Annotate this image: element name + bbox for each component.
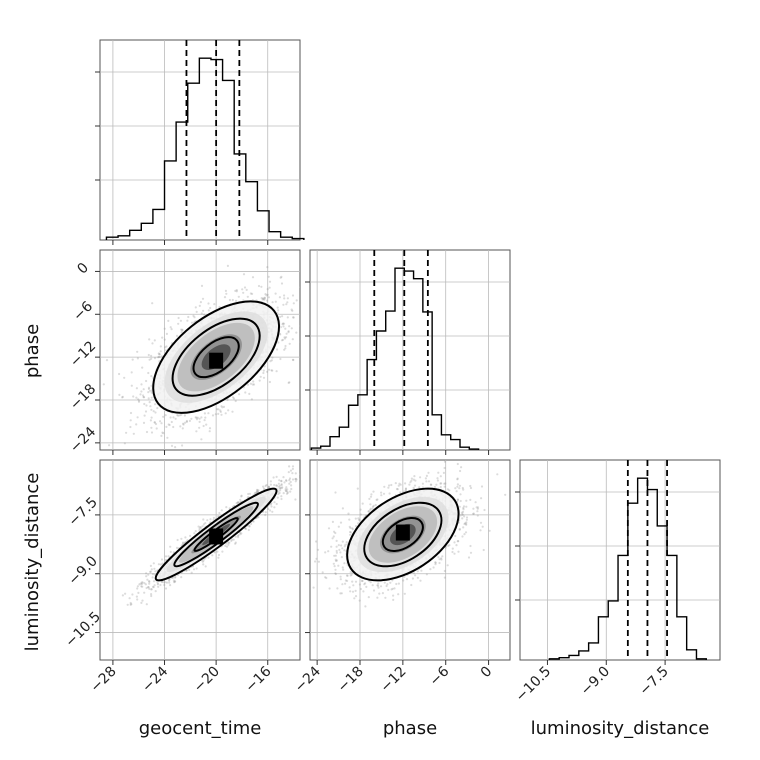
contour-2 bbox=[381, 517, 424, 552]
tick-label-y-phase-4: 0 bbox=[74, 260, 92, 278]
contour-0 bbox=[346, 487, 460, 582]
ylabel-luminosity-distance: luminosity_distance bbox=[22, 473, 43, 652]
tick-label-x-phase-1: −18 bbox=[335, 664, 367, 696]
ylabel-phase: phase bbox=[22, 324, 43, 378]
xlabel-geocent-time: geocent_time bbox=[139, 718, 262, 739]
tick-label-x-geocent-time-1: −24 bbox=[139, 663, 171, 695]
tick-label-x-phase-0: −24 bbox=[292, 663, 324, 695]
scatter-phase-vs-luminosity-distance bbox=[312, 460, 507, 608]
panel-frame-scatter-geocent-time-vs-luminosity-distance bbox=[99, 459, 301, 661]
tick-label-x-phase-3: −6 bbox=[427, 663, 453, 689]
tick-label-y-luminosity-distance-2: −7.5 bbox=[65, 494, 100, 529]
contour-2 bbox=[192, 336, 240, 379]
tick-label-x-luminosity-distance-2: −7.5 bbox=[637, 664, 672, 699]
contour-1 bbox=[171, 317, 261, 397]
density-peak bbox=[209, 528, 224, 545]
tick-label-y-phase-3: −6 bbox=[70, 298, 96, 324]
density-peak bbox=[209, 352, 224, 369]
tick-label-y-phase-0: −24 bbox=[67, 424, 99, 456]
xlabel-phase: phase bbox=[383, 718, 437, 739]
tick-label-y-luminosity-distance-0: −10.5 bbox=[62, 609, 104, 651]
density-peak bbox=[395, 524, 410, 541]
panel-frame-scatter-geocent-time-vs-phase bbox=[99, 249, 301, 451]
tick-label-y-phase-2: −12 bbox=[67, 338, 99, 370]
tick-label-x-phase-4: 0 bbox=[478, 664, 496, 682]
panel-frame-scatter-phase-vs-luminosity-distance bbox=[309, 459, 511, 661]
tick-label-x-geocent-time-2: −20 bbox=[191, 664, 223, 696]
tick-label-x-phase-2: −12 bbox=[377, 664, 409, 696]
tick-label-x-geocent-time-3: −16 bbox=[242, 663, 274, 695]
histogram-phase bbox=[310, 267, 480, 450]
tick-label-x-luminosity-distance-1: −9.0 bbox=[578, 664, 613, 699]
tick-label-x-luminosity-distance-0: −10.5 bbox=[513, 664, 555, 706]
contour-1 bbox=[363, 501, 443, 568]
panel-frame-hist-geocent-time bbox=[99, 39, 301, 241]
histogram-luminosity-distance bbox=[548, 477, 707, 660]
scatter-geocent-time-vs-phase bbox=[102, 264, 300, 449]
panel-frame-hist-phase bbox=[309, 249, 511, 451]
contour-0 bbox=[152, 300, 281, 414]
histogram-geocent-time bbox=[105, 57, 305, 240]
panel-frame-hist-luminosity-distance bbox=[519, 459, 721, 661]
xlabel-luminosity-distance: luminosity_distance bbox=[531, 718, 710, 739]
scatter-geocent-time-vs-luminosity-distance bbox=[121, 465, 300, 606]
tick-label-x-geocent-time-0: −28 bbox=[88, 664, 120, 696]
tick-label-y-luminosity-distance-1: −9.0 bbox=[65, 553, 100, 588]
tick-label-y-phase-1: −18 bbox=[67, 381, 99, 413]
